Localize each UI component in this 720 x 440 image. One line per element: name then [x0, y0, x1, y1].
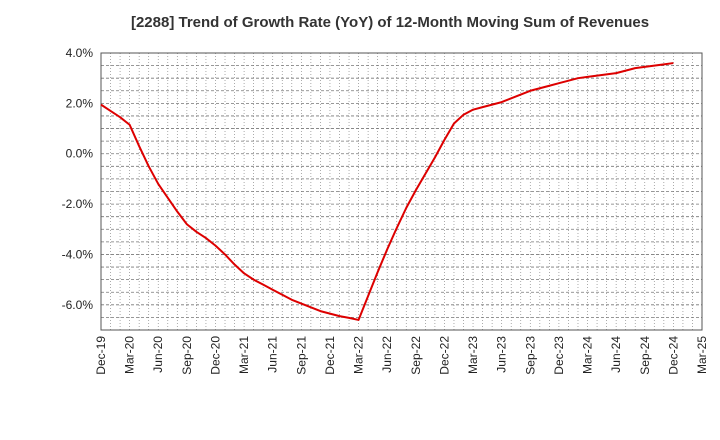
x-tick-label: Dec-23: [552, 336, 566, 375]
x-tick-label: Sep-24: [638, 336, 652, 375]
series-line-group: [100, 62, 674, 321]
x-tick-label: Jun-24: [609, 336, 623, 373]
x-tick-label: Dec-19: [94, 336, 108, 375]
series-line: [100, 62, 674, 321]
y-tick-label: -2.0%: [62, 197, 94, 211]
y-tick-label: -4.0%: [62, 247, 94, 261]
x-tick-label: Sep-22: [409, 336, 423, 375]
x-tick-label: Mar-23: [466, 336, 480, 374]
y-tick-label: 2.0%: [66, 96, 94, 110]
x-tick-label: Mar-21: [237, 336, 251, 374]
x-tick-label: Dec-20: [208, 336, 222, 375]
x-axis-tick-labels: Dec-19 Mar-20 Jun-20 Sep-20 Dec-20 Mar-21 Jun-…: [94, 336, 709, 375]
x-tick-label: Mar-20: [123, 336, 137, 374]
y-tick-label: -6.0%: [62, 298, 94, 312]
x-tick-label: Sep-21: [294, 336, 308, 375]
x-tick-label: Mar-22: [352, 336, 366, 374]
x-tick-label: Jun-21: [266, 336, 280, 373]
chart-title: [2288] Trend of Growth Rate (YoY) of 12-…: [130, 14, 650, 31]
x-tick-label: Dec-21: [323, 336, 337, 375]
grid-lines: [101, 53, 702, 330]
plot-frame: [100, 52, 703, 331]
x-tick-label: Sep-20: [180, 336, 194, 375]
x-tick-label: Jun-22: [380, 336, 394, 373]
y-tick-label: 0.0%: [66, 147, 94, 161]
x-tick-label: Mar-25: [695, 336, 709, 374]
y-tick-label: 4.0%: [66, 46, 94, 60]
x-tick-label: Jun-20: [151, 336, 165, 373]
x-tick-label: Dec-22: [437, 336, 451, 375]
x-tick-label: Dec-24: [666, 336, 680, 375]
x-tick-label: Sep-23: [523, 336, 537, 375]
x-tick-label: Mar-24: [581, 336, 595, 374]
x-tick-label: Jun-23: [495, 336, 509, 373]
y-axis-tick-labels: 4.0% 2.0% 0.0% -2.0% -4.0% -6.0%: [62, 46, 94, 312]
